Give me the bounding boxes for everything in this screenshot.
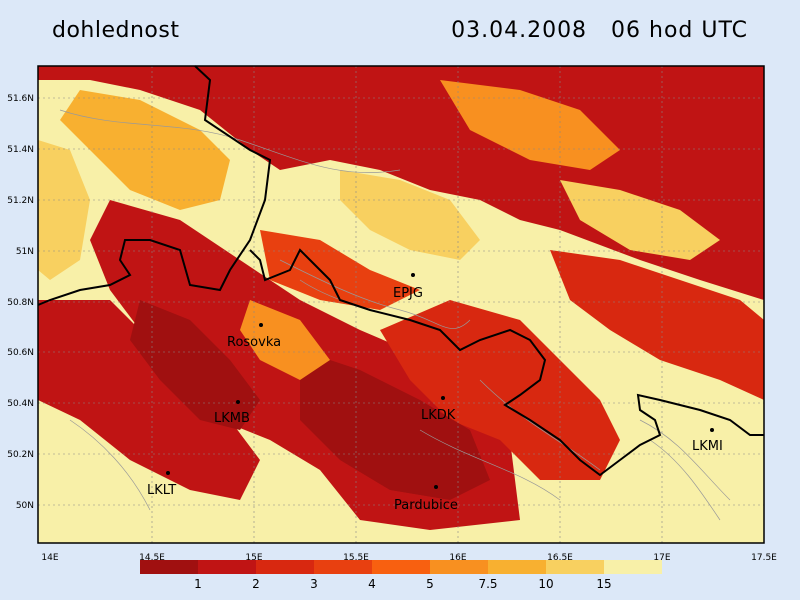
station-dot-lkmi: [710, 428, 714, 432]
legend-labels: 1 2 3 4 5 7.5 10 15: [194, 577, 611, 591]
lat-tick-label: 51.6N: [7, 94, 34, 104]
legend-label: 1: [194, 577, 202, 591]
legend-swatch: [198, 560, 256, 574]
legend-label: 10: [538, 577, 553, 591]
lat-tick-label: 50.8N: [7, 298, 34, 308]
lon-tick-label: 17E: [653, 553, 670, 563]
map-frame: [37, 65, 765, 544]
grid-lines: [38, 66, 764, 543]
station-label-lkmb: LKMB: [214, 411, 250, 426]
lat-tick-label: 50.4N: [7, 399, 34, 409]
station-label-rosovka: Rosovka: [227, 335, 281, 350]
longitude-axis: 14E 14.5E 15E 15.5E 16E 16.5E 17E 17.5E: [41, 553, 777, 563]
map-title: dohlednost: [52, 18, 180, 43]
legend-colorbar: [140, 560, 662, 574]
lat-tick-label: 51.2N: [7, 196, 34, 206]
legend-label: 7.5: [478, 577, 497, 591]
lon-tick-label: 16.5E: [547, 553, 573, 563]
station-label-lkdk: LKDK: [421, 408, 456, 423]
legend-label: 3: [310, 577, 318, 591]
station-label-lkmi: LKMI: [692, 439, 723, 454]
latitude-axis: 51.6N 51.4N 51.2N 51N 50.8N 50.6N 50.4N …: [7, 94, 34, 511]
legend-swatch: [256, 560, 314, 574]
legend-swatch: [314, 560, 372, 574]
legend-label: 2: [252, 577, 260, 591]
legend-swatch: [140, 560, 198, 574]
station-dot-lklt: [166, 471, 170, 475]
lat-tick-label: 50N: [16, 501, 34, 511]
lat-tick-label: 51.4N: [7, 145, 34, 155]
lat-tick-label: 50.2N: [7, 450, 34, 460]
lat-tick-label: 50.6N: [7, 348, 34, 358]
map-datetime: 03.04.2008 06 hod UTC: [451, 18, 748, 43]
lon-tick-label: 16E: [449, 553, 466, 563]
station-dot-lkdk: [441, 396, 445, 400]
legend-label: 4: [368, 577, 376, 591]
legend-swatch: [604, 560, 662, 574]
country-borders: [37, 65, 764, 477]
station-dot-lkmb: [236, 400, 240, 404]
legend-label: 15: [596, 577, 611, 591]
station-label-lklt: LKLT: [147, 483, 176, 498]
lon-tick-label: 17.5E: [751, 553, 777, 563]
legend-label: 5: [426, 577, 434, 591]
station-dot-rosovka: [259, 323, 263, 327]
lon-tick-label: 14E: [41, 553, 58, 563]
lat-tick-label: 51N: [16, 247, 34, 257]
lon-tick-label: 14.5E: [139, 553, 165, 563]
terrain-contours: [59, 109, 731, 521]
station-label-pardubice: Pardubice: [394, 498, 458, 513]
lon-tick-label: 15E: [245, 553, 262, 563]
station-dot-epjg: [411, 273, 415, 277]
legend-swatch: [430, 560, 488, 574]
legend-swatch: [488, 560, 546, 574]
stations-layer: EPJG Rosovka LKMB LKDK LKMI LKLT Pardubi…: [147, 273, 723, 513]
legend-swatch: [546, 560, 604, 574]
station-label-epjg: EPJG: [393, 286, 423, 301]
visibility-field: [38, 66, 764, 540]
lon-tick-label: 15.5E: [343, 553, 369, 563]
station-dot-pardubice: [434, 485, 438, 489]
legend-swatch: [372, 560, 430, 574]
